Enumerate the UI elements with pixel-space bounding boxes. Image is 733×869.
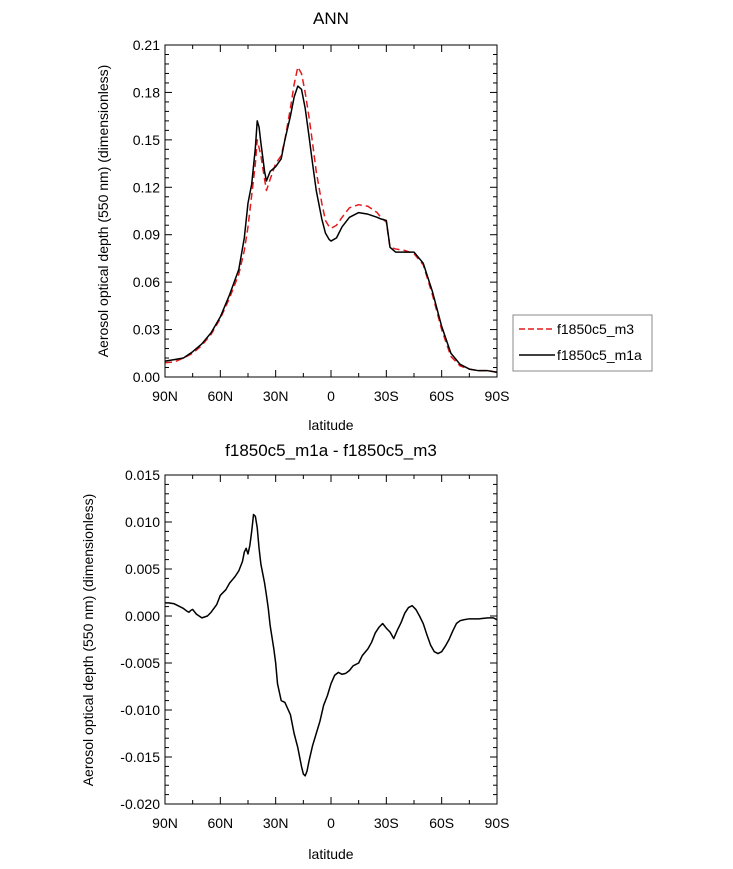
top-chart-x-tick-label: 30N	[263, 388, 289, 404]
bottom-chart-x-tick-label: 0	[327, 815, 335, 831]
top-chart-y-tick-label: 0.00	[133, 369, 160, 385]
top-chart-y-tick-label: 0.12	[133, 179, 160, 195]
bottom-chart-y-tick-label: -0.020	[120, 796, 160, 812]
top-chart-line-f1850c5-m3	[165, 66, 497, 373]
top-chart-y-tick-label: 0.18	[133, 84, 160, 100]
bottom-chart-x-tick-label: 90N	[152, 815, 178, 831]
top-chart-line-f1850c5-m1a	[165, 85, 497, 373]
bottom-chart-line-series-0	[165, 513, 497, 777]
top-chart-x-axis-label: latitude	[308, 417, 353, 433]
top-chart-y-tick-label: 0.09	[133, 227, 160, 243]
top-chart-y-tick-label: 0.21	[133, 37, 160, 53]
bottom-chart-x-tick-label: 60S	[429, 815, 454, 831]
bottom-chart-title: f1850c5_m1a - f1850c5_m3	[225, 441, 437, 460]
bottom-chart-y-axis-label: Aerosol optical depth (550 nm) (dimensio…	[80, 494, 96, 787]
bottom-chart-y-tick-label: -0.015	[120, 749, 160, 765]
top-chart-x-tick-label: 0	[327, 388, 335, 404]
top-chart-x-tick-label: 90S	[485, 388, 510, 404]
top-chart-x-tick-label: 60S	[429, 388, 454, 404]
bottom-chart-y-tick-label: 0.010	[125, 514, 160, 530]
top-chart-title: ANN	[313, 9, 349, 28]
bottom-chart-x-axis-label: latitude	[308, 846, 353, 862]
bottom-chart: f1850c5_m1a - f1850c5_m3 latitude Aeroso…	[80, 441, 509, 862]
top-chart-x-tick-label: 60N	[207, 388, 233, 404]
bottom-chart-x-tick-label: 60N	[207, 815, 233, 831]
top-chart-legend: f1850c5_m3 f1850c5_m1a	[512, 314, 653, 372]
bottom-chart-x-tick-label: 30S	[374, 815, 399, 831]
bottom-chart-y-tick-label: -0.010	[120, 702, 160, 718]
bottom-chart-y-tick-label: -0.005	[120, 655, 160, 671]
legend-label-f1850c5-m1a: f1850c5_m1a	[557, 347, 642, 363]
top-chart: ANN latitude Aerosol optical depth (550 …	[95, 9, 509, 433]
bottom-chart-x-tick-label: 90S	[485, 815, 510, 831]
top-chart-y-tick-label: 0.03	[133, 322, 160, 338]
bottom-chart-x-tick-label: 30N	[263, 815, 289, 831]
top-chart-y-tick-label: 0.15	[133, 132, 160, 148]
top-chart-x-tick-label: 90N	[152, 388, 178, 404]
bottom-chart-y-tick-label: 0.005	[125, 561, 160, 577]
bottom-chart-y-tick-label: 0.000	[125, 608, 160, 624]
top-chart-x-tick-label: 30S	[374, 388, 399, 404]
bottom-chart-plot-frame	[164, 474, 498, 805]
legend-frame	[512, 314, 653, 372]
bottom-chart-y-tick-label: 0.015	[125, 467, 160, 483]
legend-label-f1850c5-m3: f1850c5_m3	[557, 321, 634, 337]
top-chart-y-axis-label: Aerosol optical depth (550 nm) (dimensio…	[95, 65, 111, 358]
top-chart-y-tick-label: 0.06	[133, 274, 160, 290]
